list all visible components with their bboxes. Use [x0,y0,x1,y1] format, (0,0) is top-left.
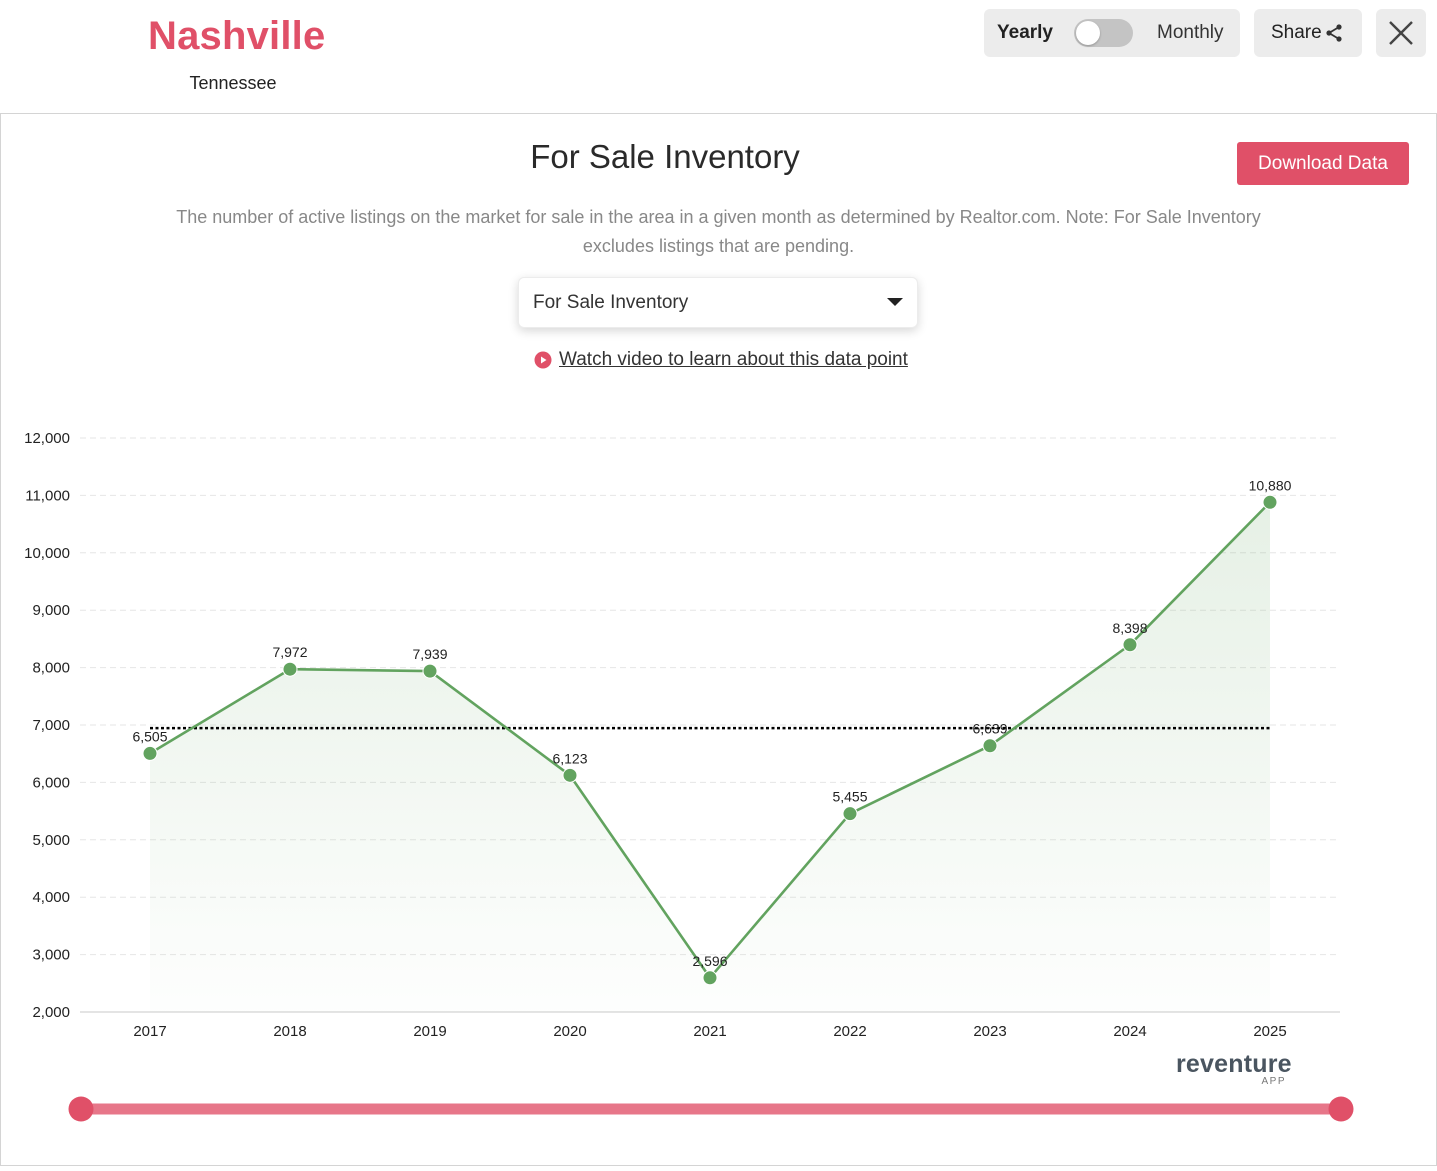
close-icon [1389,21,1413,45]
y-axis: 2,000 3,000 4,000 5,000 6,000 7,000 8,000 9,000… [24,430,70,1021]
metric-select[interactable]: For Sale Inventory [518,277,918,328]
y-tick-label: 10,000 [24,545,70,562]
data-label: 5,455 [832,789,867,805]
metric-select-value: For Sale Inventory [533,292,689,313]
caret-down-icon [887,298,903,306]
data-point [1262,494,1278,510]
brand-logo: reventure APP [1176,1050,1292,1087]
close-button[interactable] [1376,9,1426,57]
series-area [150,502,1270,1012]
share-button[interactable]: Share [1254,9,1362,57]
share-icon [1326,24,1342,42]
data-point [702,970,718,986]
toggle-monthly-label[interactable]: Monthly [1157,22,1224,43]
y-tick-label: 4,000 [32,889,70,906]
play-circle-icon [534,351,552,369]
y-tick-label: 7,000 [32,717,70,734]
state-subtitle: Tennessee [189,73,277,93]
x-tick-label: 2020 [553,1023,586,1040]
x-tick-label: 2019 [413,1023,446,1040]
data-point [282,661,298,677]
brand-sub: APP [1261,1076,1286,1087]
y-tick-label: 5,000 [32,832,70,849]
x-tick-label: 2022 [833,1023,866,1040]
x-tick-label: 2025 [1253,1023,1286,1040]
data-label: 2,596 [692,953,727,969]
y-tick-label: 11,000 [25,487,70,504]
chart-description: The number of active listings on the mar… [176,207,1261,256]
y-tick-label: 2,000 [32,1004,70,1021]
slider-handle-start[interactable] [68,1096,94,1122]
page-header: Nashville Tennessee Yearly Monthly Share [0,0,1437,113]
y-tick-label: 6,000 [32,774,70,791]
data-point [562,767,578,783]
x-tick-label: 2017 [133,1023,166,1040]
city-title: Nashville [148,14,326,58]
brand-name: reventure [1176,1050,1292,1078]
x-tick-label: 2018 [273,1023,306,1040]
x-axis: 2017 2018 2019 2020 2021 2022 2023 2024 2025 [133,1023,1286,1040]
data-label: 6,639 [972,721,1007,737]
period-toggle: Yearly Monthly [984,9,1240,57]
y-tick-label: 9,000 [32,602,70,619]
toggle-yearly-label[interactable]: Yearly [997,22,1053,43]
data-label: 6,123 [552,750,587,766]
period-switch[interactable] [1074,19,1133,47]
watch-video-text: Watch video to learn about this data poi… [559,349,908,370]
x-tick-label: 2023 [973,1023,1006,1040]
data-label: 7,939 [412,646,447,662]
range-slider[interactable] [68,1096,1354,1122]
slider-handle-end[interactable] [1328,1096,1354,1122]
switch-knob [1076,21,1100,45]
data-point [982,738,998,754]
data-point [842,806,858,822]
x-tick-label: 2021 [693,1023,726,1040]
data-label: 8,398 [1112,620,1147,636]
y-tick-label: 12,000 [24,430,70,447]
data-label: 10,880 [1249,477,1292,493]
chart-title: For Sale Inventory [530,138,800,175]
y-tick-label: 3,000 [32,947,70,964]
data-labels: 6,505 7,972 7,939 6,123 2,596 5,455 6,639 8,398… [132,477,1291,969]
share-label: Share [1271,22,1322,43]
download-data-button[interactable]: Download Data [1237,142,1409,185]
data-point [142,745,158,761]
x-tick-label: 2024 [1113,1023,1146,1040]
data-point [422,663,438,679]
data-points [142,494,1278,986]
data-label: 6,505 [132,728,167,744]
y-tick-label: 8,000 [32,660,70,677]
data-label: 7,972 [272,644,307,660]
area-fill [150,502,1270,1012]
data-point [1122,637,1138,653]
